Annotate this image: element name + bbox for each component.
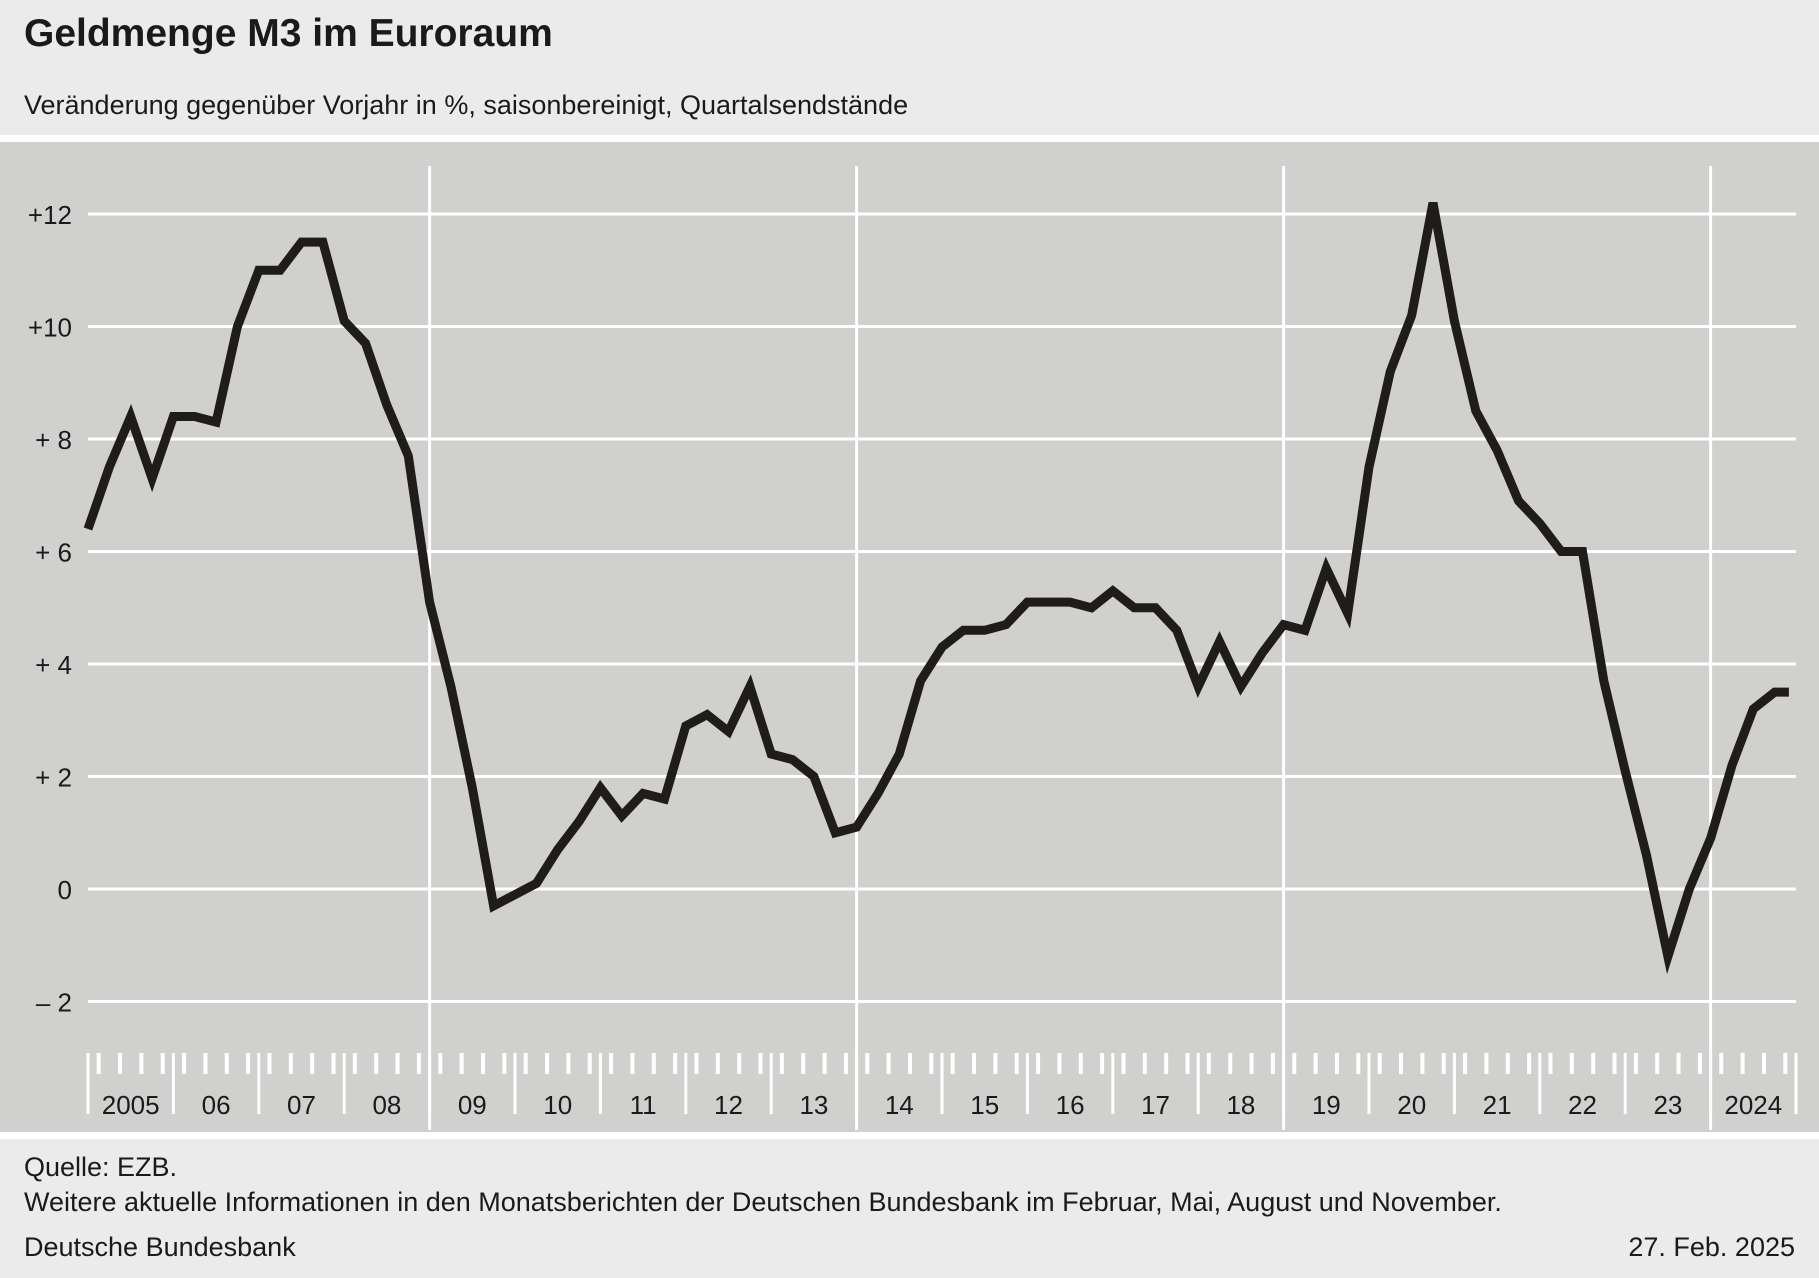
x-year-label: 13 [799, 1090, 828, 1120]
y-tick-label: – 2 [36, 988, 72, 1018]
plot-area [0, 142, 1819, 1132]
x-year-label: 17 [1141, 1090, 1170, 1120]
x-year-label: 20 [1397, 1090, 1426, 1120]
x-year-label: 2024 [1724, 1090, 1782, 1120]
x-year-label: 19 [1312, 1090, 1341, 1120]
source-note: Quelle: EZB. [24, 1152, 178, 1182]
publisher-label: Deutsche Bundesbank [24, 1232, 296, 1262]
bottom-divider [0, 1132, 1819, 1139]
line-chart: – 2 0 + 2 + 4 + 6 + 8 +10 +12 2005 06 07 08 09 10 11 12… [28, 166, 1798, 1130]
x-year-label: 21 [1483, 1090, 1512, 1120]
chart-subtitle: Veränderung gegenüber Vorjahr in %, sais… [24, 90, 909, 120]
y-tick-label: + 4 [35, 650, 72, 680]
top-divider [0, 135, 1819, 142]
x-year-label: 07 [287, 1090, 316, 1120]
x-year-label: 09 [458, 1090, 487, 1120]
x-year-label: 06 [202, 1090, 231, 1120]
y-tick-label: + 8 [35, 425, 72, 455]
x-year-label: 10 [543, 1090, 572, 1120]
info-note: Weitere aktuelle Informationen in den Mo… [24, 1187, 1502, 1217]
x-year-label: 08 [372, 1090, 401, 1120]
publication-date: 27. Feb. 2025 [1628, 1232, 1795, 1262]
y-tick-label: + 2 [35, 763, 72, 793]
x-year-label: 12 [714, 1090, 743, 1120]
y-tick-label: +10 [28, 313, 72, 343]
x-year-label: 11 [630, 1090, 657, 1120]
y-tick-label: +12 [28, 200, 72, 230]
y-tick-label: 0 [58, 875, 72, 905]
chart-title: Geldmenge M3 im Euroraum [24, 12, 553, 55]
x-year-label: 14 [885, 1090, 914, 1120]
x-year-label: 16 [1056, 1090, 1085, 1120]
x-year-label: 15 [970, 1090, 999, 1120]
x-year-label: 18 [1226, 1090, 1255, 1120]
x-year-label: 2005 [102, 1090, 160, 1120]
series-line [83, 201, 1789, 975]
x-year-label: 22 [1568, 1090, 1597, 1120]
y-tick-label: + 6 [35, 538, 72, 568]
x-year-label: 23 [1653, 1090, 1682, 1120]
